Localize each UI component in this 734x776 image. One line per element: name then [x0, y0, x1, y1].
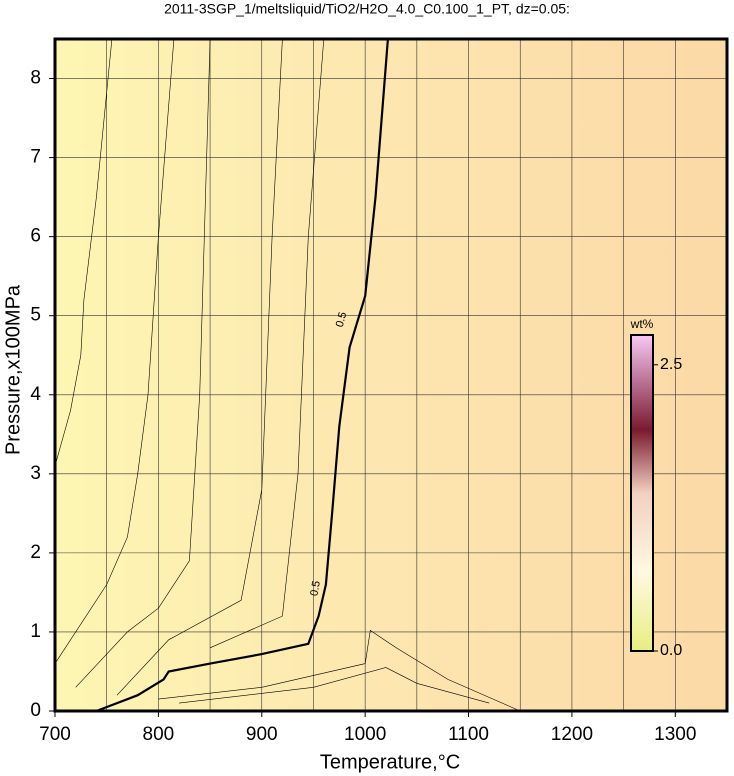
x-tick-label: 1200	[551, 724, 593, 745]
y-tick-label: 5	[30, 305, 41, 326]
y-tick-label: 1	[30, 621, 41, 642]
y-axis-label: Pressure,x100MPa	[2, 284, 24, 455]
contour-line	[54, 38, 113, 466]
contour-line	[209, 38, 325, 649]
contour-line	[179, 667, 490, 704]
y-tick-label: 4	[30, 384, 41, 405]
x-tick-label: 1000	[344, 724, 386, 745]
colorbar-label: wt%	[630, 317, 654, 331]
colorbar-tick-label: 2.5	[660, 356, 682, 373]
x-tick-label: 700	[39, 724, 71, 745]
plot-frame	[53, 37, 729, 713]
contour-line	[75, 38, 211, 688]
contour-line	[54, 38, 175, 664]
x-tick-label: 1100	[448, 724, 489, 745]
contour-label: 0.5	[334, 311, 350, 329]
contour-line	[158, 629, 521, 712]
colorbar	[630, 334, 654, 652]
plot-background	[55, 39, 727, 711]
y-tick-label: 7	[30, 147, 41, 168]
y-tick-label: 2	[30, 542, 41, 563]
y-tick-label: 8	[30, 68, 41, 89]
x-tick-label: 1300	[654, 724, 696, 745]
y-tick-label: 0	[30, 700, 41, 721]
y-tick-label: 6	[30, 226, 41, 247]
x-tick-label: 800	[143, 724, 175, 745]
x-axis-label: Temperature,°C	[320, 751, 460, 773]
main-contour-line	[96, 38, 389, 713]
contour-line	[116, 38, 283, 696]
y-tick-label: 3	[30, 463, 41, 484]
colorbar-tick-label: 0.0	[660, 642, 682, 659]
chart-title: 2011-3SGP_1/meltsliquid/TiO2/H2O_4.0_C0.…	[164, 1, 570, 17]
x-tick-label: 900	[246, 724, 278, 745]
contour-label: 0.5	[308, 580, 322, 597]
